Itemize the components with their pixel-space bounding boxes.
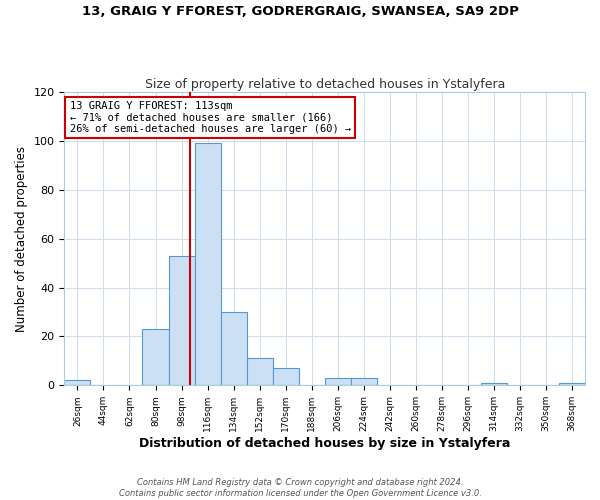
Bar xyxy=(194,144,221,386)
Text: Contains HM Land Registry data © Crown copyright and database right 2024.
Contai: Contains HM Land Registry data © Crown c… xyxy=(119,478,481,498)
Bar xyxy=(351,378,377,386)
Bar xyxy=(325,378,351,386)
Bar xyxy=(481,383,507,386)
X-axis label: Distribution of detached houses by size in Ystalyfera: Distribution of detached houses by size … xyxy=(139,437,511,450)
Bar xyxy=(169,256,194,386)
Title: Size of property relative to detached houses in Ystalyfera: Size of property relative to detached ho… xyxy=(145,78,505,91)
Bar xyxy=(142,329,169,386)
Text: 13, GRAIG Y FFOREST, GODRERGRAIG, SWANSEA, SA9 2DP: 13, GRAIG Y FFOREST, GODRERGRAIG, SWANSE… xyxy=(82,5,518,18)
Bar xyxy=(64,380,91,386)
Bar xyxy=(272,368,299,386)
Bar xyxy=(247,358,272,386)
Text: 13 GRAIG Y FFOREST: 113sqm
← 71% of detached houses are smaller (166)
26% of sem: 13 GRAIG Y FFOREST: 113sqm ← 71% of deta… xyxy=(70,101,351,134)
Bar xyxy=(221,312,247,386)
Y-axis label: Number of detached properties: Number of detached properties xyxy=(15,146,28,332)
Bar xyxy=(559,383,585,386)
